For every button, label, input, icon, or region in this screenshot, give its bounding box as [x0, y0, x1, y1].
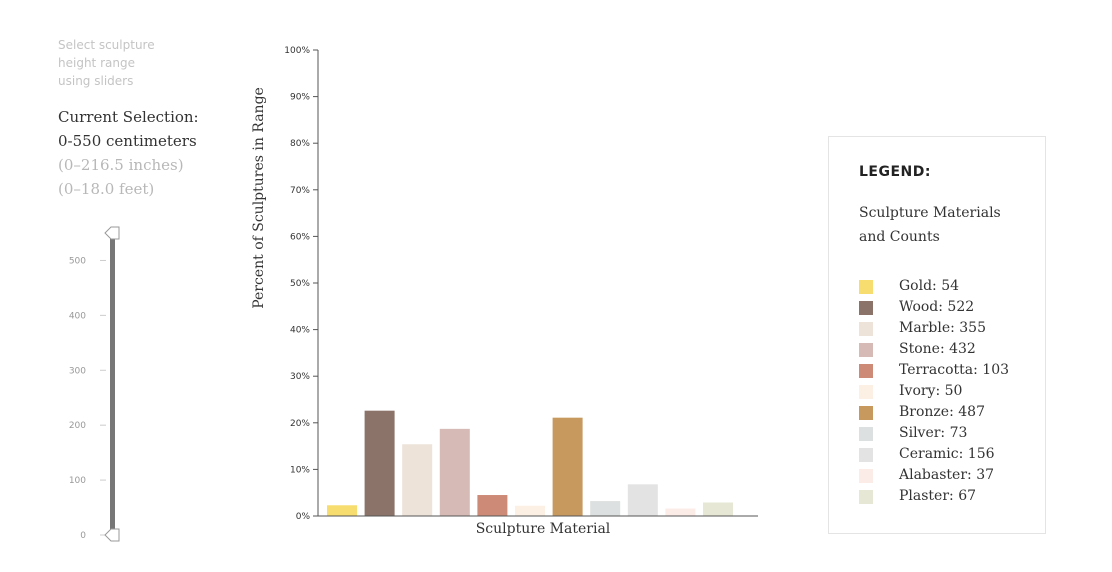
bar-wood[interactable] — [364, 410, 395, 516]
y-axis: 0% 10% 20% 30% 40% 50% 60% 70% 80% 90% 100% — [284, 46, 319, 522]
legend-swatch — [859, 364, 873, 378]
y-tick-label: 30% — [290, 372, 310, 382]
y-tick-label: 80% — [290, 139, 310, 149]
y-axis-label: Percent of Sculptures in Range — [251, 87, 267, 309]
legend-swatch — [859, 322, 873, 336]
y-tick-label: 60% — [290, 232, 310, 242]
y-tick-label: 90% — [290, 93, 310, 103]
slider-tick-label: 0 — [80, 531, 86, 541]
bar-bronze[interactable] — [552, 417, 583, 516]
y-tick-label: 40% — [290, 326, 310, 336]
slider-tick-label: 300 — [69, 366, 86, 376]
legend-subtitle: Sculpture Materials and Counts — [859, 205, 1001, 245]
selection-range-feet: (0–18.0 feet) — [58, 180, 155, 198]
bar-terracotta[interactable] — [477, 495, 508, 516]
legend-title: LEGEND: — [859, 164, 931, 180]
legend-swatch — [859, 406, 873, 420]
x-axis-label: Sculpture Material — [476, 521, 611, 537]
slider-instructions: Select sculpture height range using slid… — [58, 38, 155, 88]
bars — [327, 410, 733, 516]
slider-tick-label: 200 — [69, 421, 86, 431]
bar-alabaster[interactable] — [665, 508, 696, 516]
y-tick-label: 70% — [290, 186, 310, 196]
bar-chart: 0% 10% 20% 30% 40% 50% 60% 70% 80% 90% 100% Sculpt… — [251, 46, 758, 537]
bar-marble[interactable] — [402, 444, 433, 516]
legend-label: Alabaster: 37 — [899, 467, 995, 483]
legend-swatch — [859, 301, 873, 315]
slider-axis: 0 100 200 300 400 500 — [69, 256, 106, 541]
current-selection-label: Current Selection: — [58, 108, 199, 126]
bar-ceramic[interactable] — [627, 484, 658, 516]
legend-label: Terracotta: 103 — [899, 362, 1010, 378]
bar-ivory[interactable] — [515, 505, 545, 516]
y-tick-label: 50% — [290, 279, 310, 289]
legend-label: Bronze: 487 — [899, 404, 985, 420]
legend-swatch — [859, 448, 873, 462]
bar-plaster[interactable] — [703, 502, 733, 516]
y-tick-label: 10% — [290, 465, 310, 475]
legend-swatch — [859, 427, 873, 441]
slider-tick-label: 500 — [69, 256, 86, 266]
legend-label: Silver: 73 — [899, 425, 968, 441]
legend-label: Marble: 355 — [899, 320, 986, 336]
legend-label: Plaster: 67 — [899, 488, 977, 504]
y-tick-label: 0% — [296, 512, 311, 522]
bar-silver[interactable] — [590, 501, 621, 516]
slider-handle-low[interactable] — [104, 528, 120, 542]
legend-swatch — [859, 343, 873, 357]
slider-track[interactable] — [110, 233, 115, 535]
legend-label: Ivory: 50 — [899, 383, 963, 399]
legend-swatch — [859, 490, 873, 504]
slider-tick-label: 100 — [69, 476, 86, 486]
selection-range-inches: (0–216.5 inches) — [58, 156, 184, 174]
legend-label: Wood: 522 — [899, 299, 975, 315]
legend-swatch — [859, 469, 873, 483]
legend-swatch — [859, 280, 873, 294]
bar-stone[interactable] — [439, 428, 470, 516]
y-tick-label: 100% — [284, 46, 310, 56]
legend-label: Gold: 54 — [899, 278, 960, 294]
y-tick-label: 20% — [290, 419, 310, 429]
legend-label: Ceramic: 156 — [899, 446, 995, 462]
legend-panel: LEGEND: Sculpture Materials and Counts G… — [828, 136, 1046, 534]
bar-gold[interactable] — [327, 505, 357, 516]
legend-label: Stone: 432 — [899, 341, 976, 357]
slider-handle-high[interactable] — [104, 226, 120, 240]
height-range-slider[interactable]: 0 100 200 300 400 500 — [60, 215, 140, 550]
selection-range-cm: 0-550 centimeters — [58, 132, 197, 150]
legend-swatch — [859, 385, 873, 399]
slider-tick-label: 400 — [69, 311, 86, 321]
